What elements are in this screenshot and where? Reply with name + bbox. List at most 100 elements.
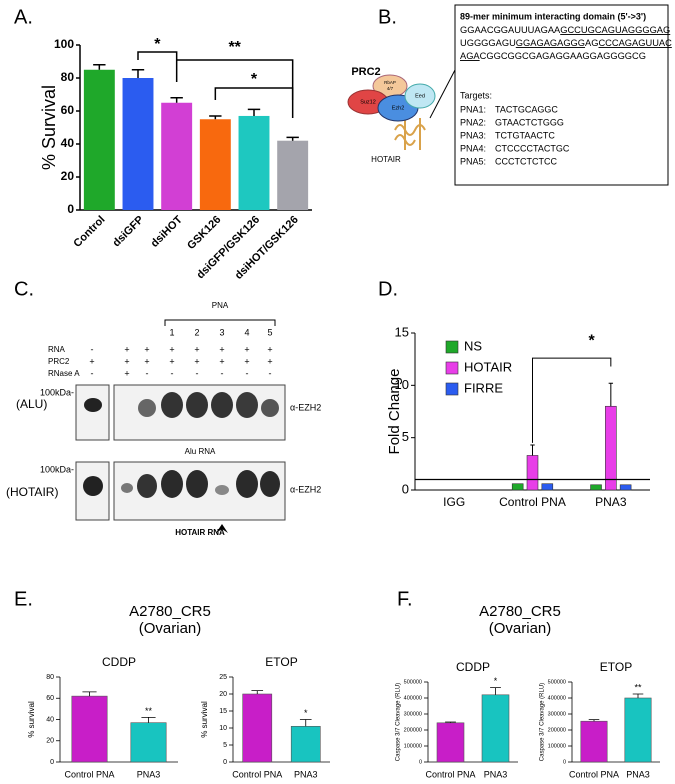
bar [71,695,108,763]
sequence-segment: GGAGAGAGGG [516,38,585,48]
row-label: PRC2 [48,357,70,366]
sequence-segment: GGAACGGAUUUAGAA [460,25,561,35]
band [261,399,279,417]
y-tick-label: 500000 [548,679,566,685]
chart-title: ETOP [600,660,632,674]
y-tick-label: 100000 [548,743,566,749]
sign: + [194,356,199,366]
x-tick-label: Control PNA [569,769,619,779]
band [121,483,133,493]
sign: - [269,368,272,378]
y-tick-label: 15 [219,708,227,715]
sequence-segment: CCCAGAGUUAC [598,38,672,48]
panel-title: A2780_CR5 [129,603,211,620]
band [161,470,183,498]
y-tick-label: 300000 [548,711,566,717]
western-blot [75,319,286,533]
target-name: PNA3: [460,130,486,140]
sequence-segment: GCCUGCAGUAGGGGAG [560,25,670,35]
bar [161,102,193,210]
pna-number: 2 [194,327,199,337]
y-tick-label: 40 [61,136,75,150]
rna-label: HOTAIR RNA [175,528,225,537]
chart-title: CDDP [456,660,490,674]
y-tick-label: 0 [223,759,227,766]
bar [481,694,510,763]
y-tick-label: 300000 [404,711,422,717]
x-tick-label: GSK126 [185,214,223,252]
significance-bracket [176,59,294,118]
error-bar [209,115,222,120]
sequence-segment: UGGGGAGU [460,38,516,48]
target-seq: CCCTCTCTCC [495,156,557,166]
y-axis-label: Caspase 3/7 Cleavage (RLU) [396,683,402,761]
target-seq: CTCCCCTACTGC [495,143,570,153]
target-seq: TACTGCAGGC [495,104,558,114]
legend-label: FIRRE [464,380,503,395]
y-axis-label: % survival [200,701,209,738]
sign: + [219,344,224,354]
subunit-label: 4/7 [387,86,394,91]
target-name: PNA5: [460,156,486,166]
antibody-label: α-EZH2 [290,402,321,412]
band [211,392,233,418]
legend-swatch [445,361,459,375]
targets-label: Targets: [460,90,492,100]
error-bar [131,69,145,78]
x-tick-label: Control PNA [425,769,475,779]
blot-label: (HOTAIR) [6,485,58,499]
connector [429,69,456,119]
y-tick-label: 0 [67,202,74,216]
significance-bracket [137,51,178,82]
target-name: PNA2: [460,117,486,127]
sign: - [196,368,199,378]
significance-label: * [589,333,596,350]
bar [290,725,321,763]
sign: + [267,356,272,366]
error-bar [632,693,644,698]
band [236,470,258,498]
sequence-line: AGACGGCGGCGAGAGGAAGGAGGGGCG [460,51,646,61]
x-tick-label: Control PNA [64,769,114,779]
rna-label: Alu RNA [185,447,216,456]
sign: + [244,356,249,366]
x-tick-label: dsiHOT [149,214,185,250]
sign: + [124,356,129,366]
sign: + [124,344,129,354]
panel-label: C. [14,278,34,300]
bar [199,119,231,210]
significance-label: * [251,71,258,88]
band [84,398,102,412]
bar [590,484,602,491]
subunit-label: Ezh2 [392,105,405,111]
significance-bracket [214,87,294,100]
y-tick-label: 100000 [404,743,422,749]
error-bar [141,716,156,723]
band [83,476,103,496]
error-bar [247,108,261,116]
band [236,392,258,418]
bar [130,722,167,763]
bar [242,693,273,763]
target-seq: GTAACTCTGGG [495,117,564,127]
error-bar [490,687,501,695]
sign: - [246,368,249,378]
panel-title: (Ovarian) [489,620,552,637]
pna-label: PNA [212,301,229,310]
row-label: RNase A [48,369,80,378]
bar [238,115,270,210]
sequence-line: UGGGGAGUGGAGAGAGGGAGCCCAGAGUUAC [460,38,672,48]
subunit-label: RbAP [384,80,396,85]
sign: + [144,344,149,354]
bar [605,405,617,491]
sign: + [124,368,129,378]
y-tick-label: 60 [61,103,75,117]
panel-label: D. [378,278,398,300]
bar [83,69,115,210]
panel-label: A. [14,6,33,28]
sequence-box [454,4,669,186]
legend-label: NS [464,338,482,353]
bar [580,720,608,763]
panel-label: E. [14,588,33,610]
